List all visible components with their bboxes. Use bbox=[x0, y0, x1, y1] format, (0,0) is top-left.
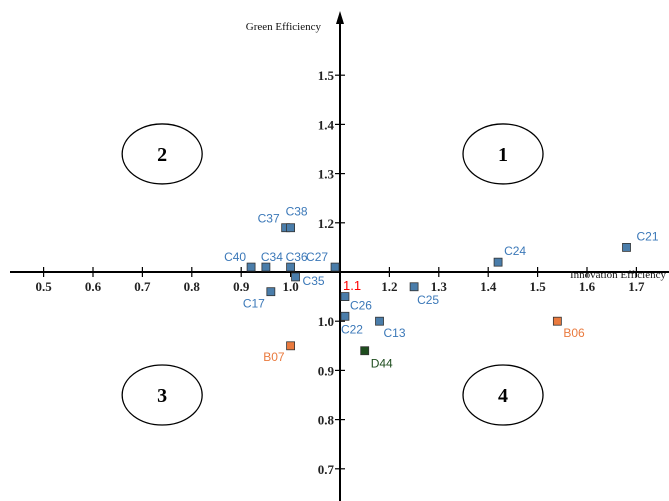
x-tick-label: 1.3 bbox=[431, 279, 448, 294]
x-tick-label: 0.6 bbox=[85, 279, 102, 294]
point-label-c36: C36 bbox=[286, 250, 308, 264]
point-label-c38: C38 bbox=[286, 205, 308, 219]
quadrant-markers: 1 2 3 4 bbox=[121, 123, 544, 426]
point-label-b06: B06 bbox=[563, 326, 585, 340]
y-tick-label: 0.7 bbox=[318, 462, 335, 477]
point-label-c17: C17 bbox=[243, 297, 265, 311]
x-tick-label: 0.7 bbox=[134, 279, 151, 294]
point-label-c24: C24 bbox=[504, 244, 526, 258]
quadrant-1-ellipse bbox=[462, 123, 544, 185]
point-c38 bbox=[286, 223, 296, 233]
x-tick-label: 1.5 bbox=[529, 279, 546, 294]
x-tick-label: 1.7 bbox=[628, 279, 645, 294]
point-c24 bbox=[493, 257, 503, 267]
point-label-c13: C13 bbox=[384, 326, 406, 340]
y-tick-label: 1.3 bbox=[318, 167, 335, 182]
quadrant-2-ellipse bbox=[121, 123, 203, 185]
quadrant-1-label: 1 bbox=[498, 144, 508, 166]
point-c35 bbox=[291, 272, 300, 282]
quadrant-3-ellipse bbox=[121, 364, 203, 426]
point-c40 bbox=[246, 262, 256, 272]
point-c36 bbox=[286, 262, 296, 272]
x-tick-label: 0.9 bbox=[233, 279, 250, 294]
point-d44 bbox=[360, 346, 370, 356]
point-c34 bbox=[261, 262, 271, 272]
point-label-c27: C27 bbox=[306, 250, 328, 264]
point-label-b07: B07 bbox=[263, 350, 285, 364]
point-c22 bbox=[340, 311, 350, 321]
point-label-c26: C26 bbox=[350, 299, 372, 313]
x-tick-label: 0.8 bbox=[184, 279, 201, 294]
y-tick-label: 1.5 bbox=[318, 68, 335, 83]
point-label-c22: C22 bbox=[341, 322, 363, 336]
quadrant-3-label: 3 bbox=[157, 385, 167, 407]
point-c21 bbox=[622, 242, 631, 252]
point-c27 bbox=[330, 262, 340, 272]
x-tick-label: 1.2 bbox=[381, 279, 397, 294]
quadrant-4-ellipse bbox=[462, 364, 544, 426]
x-tick-label: 1.4 bbox=[480, 279, 497, 294]
y-tick-label: 1.2 bbox=[318, 216, 334, 231]
point-label-d44: D44 bbox=[371, 357, 393, 371]
point-c26 bbox=[340, 292, 350, 302]
y-tick-label: 0.9 bbox=[318, 363, 335, 378]
x-axis-title: Innovation Efficiency bbox=[570, 269, 667, 281]
origin-label: 1.1 bbox=[343, 278, 361, 293]
y-axis-arrow bbox=[336, 11, 344, 24]
y-tick-label: 1.0 bbox=[318, 314, 334, 329]
y-tick-label: 0.8 bbox=[318, 413, 335, 428]
x-tick-label: 0.5 bbox=[35, 279, 52, 294]
x-tick-label: 1.6 bbox=[579, 279, 596, 294]
quadrant-4-label: 4 bbox=[498, 385, 508, 407]
point-b07 bbox=[286, 341, 296, 351]
point-label-c40: C40 bbox=[224, 250, 246, 264]
x-tick-label: 1.0 bbox=[282, 279, 298, 294]
point-label-c35: C35 bbox=[303, 274, 325, 288]
point-b06 bbox=[552, 316, 562, 326]
y-axis-title: Green Efficiency bbox=[246, 21, 322, 33]
point-c13 bbox=[375, 316, 384, 326]
point-c17 bbox=[266, 287, 276, 297]
point-label-c34: C34 bbox=[261, 250, 283, 264]
point-label-c25: C25 bbox=[417, 293, 439, 307]
point-c25 bbox=[409, 282, 419, 292]
point-label-c37: C37 bbox=[258, 212, 280, 226]
y-tick-label: 1.4 bbox=[318, 117, 335, 132]
point-label-c21: C21 bbox=[637, 229, 659, 243]
quadrant-2-label: 2 bbox=[157, 144, 167, 166]
